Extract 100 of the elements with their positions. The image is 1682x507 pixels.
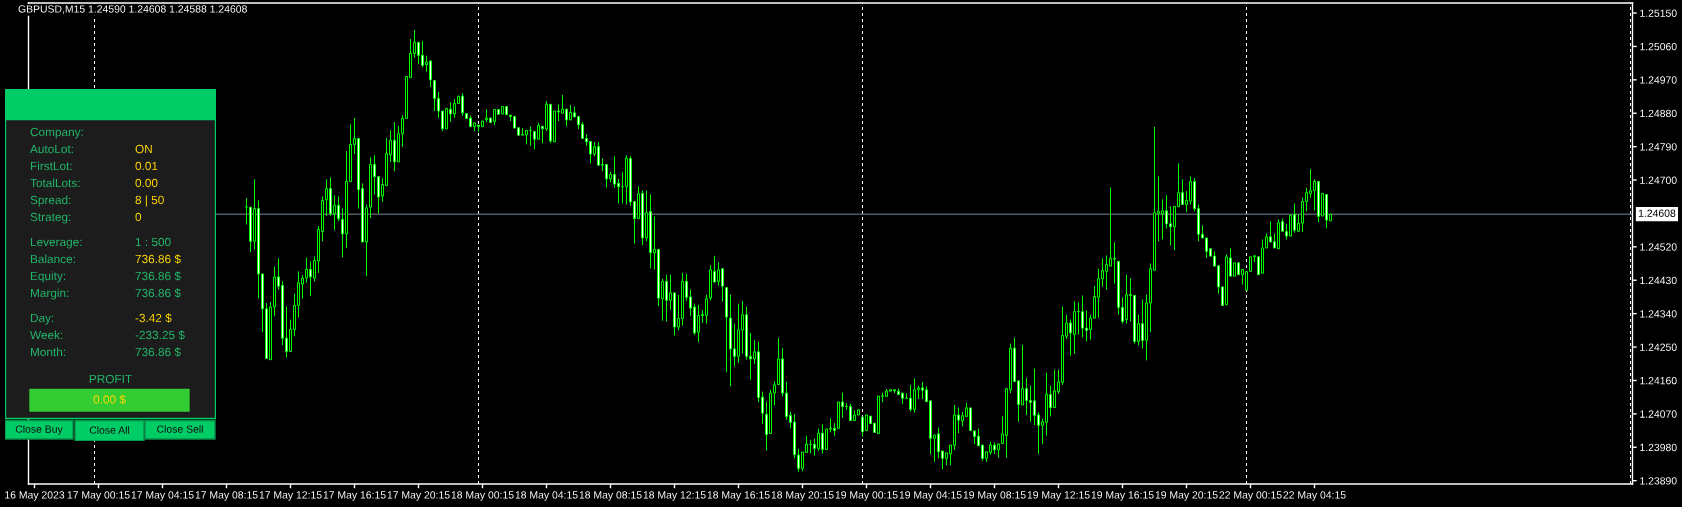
candlestick — [245, 197, 248, 226]
y-tick-label: 1.23980 — [1640, 443, 1677, 452]
y-tick-label: 1.24700 — [1640, 176, 1677, 184]
annotation: -3.42 $ — [135, 313, 172, 323]
y-tick-label: 1.24070 — [1640, 410, 1677, 418]
candlestick — [745, 306, 748, 361]
candlestick — [1045, 372, 1048, 437]
candlestick — [625, 154, 628, 206]
annotation: Company: — [30, 127, 83, 139]
candlestick — [501, 106, 504, 115]
annotation: 736.86 $ — [135, 347, 181, 357]
candlestick — [825, 428, 828, 450]
y-tick-label: 1.24880 — [1640, 109, 1677, 118]
candlestick — [737, 303, 740, 364]
annotation: TotalLots: — [30, 178, 80, 188]
candlestick — [1169, 205, 1172, 246]
annotation: 1 : 500 — [135, 237, 171, 247]
candlestick — [725, 287, 728, 373]
x-tick-label: 17 May 04:15 — [131, 491, 194, 501]
annotation: FirstLot: — [30, 161, 72, 171]
candlestick — [909, 384, 912, 413]
candlestick — [613, 155, 616, 189]
annotation: 8 | 50 — [135, 195, 164, 207]
candlestick — [1029, 385, 1032, 423]
annotation: Month: — [30, 347, 66, 357]
candlestick — [1077, 302, 1080, 335]
candlestick — [617, 178, 620, 204]
x-tick-label: 17 May 00:15 — [67, 491, 130, 501]
annotation: 0 — [135, 212, 142, 222]
candlestick — [421, 40, 424, 69]
y-tick-label: 1.24250 — [1640, 343, 1677, 351]
annotation: Margin: — [30, 288, 69, 300]
annotation: Day: — [30, 313, 54, 325]
candlestick — [445, 107, 448, 130]
annotation: 736.86 $ — [135, 288, 181, 298]
annotation: Close All — [89, 426, 130, 434]
candlestick — [1309, 168, 1312, 198]
x-tick-label: 19 May 08:15 — [963, 491, 1026, 501]
candlestick — [309, 260, 312, 297]
annotation: ON — [135, 144, 152, 154]
candlestick — [1237, 262, 1240, 276]
candlestick — [505, 106, 508, 116]
y-tick-label: 1.24430 — [1640, 276, 1677, 285]
candlestick — [521, 127, 524, 136]
annotation: 0.01 — [135, 161, 158, 171]
x-tick-label: 18 May 08:15 — [579, 491, 642, 501]
annotation: 0.00 — [135, 178, 158, 188]
candlestick — [1025, 377, 1028, 416]
candlestick — [681, 272, 684, 327]
candlestick — [1293, 202, 1296, 234]
x-tick-label: 16 May 2023 — [5, 491, 65, 501]
candlestick — [885, 388, 888, 397]
y-tick-label: 1.23890 — [1640, 477, 1677, 485]
candlestick — [1053, 369, 1056, 409]
x-tick-label: 19 May 00:15 — [835, 491, 898, 501]
candlestick — [1165, 194, 1168, 230]
annotation: Spread: — [30, 195, 71, 207]
candlestick — [1161, 198, 1164, 240]
x-tick-label: 18 May 04:15 — [515, 491, 578, 501]
annotation: 736.86 $ — [135, 254, 181, 264]
candlestick — [325, 178, 328, 217]
candlestick — [1141, 299, 1144, 350]
x-tick-label: 17 May 20:15 — [387, 491, 450, 501]
candlestick — [1133, 294, 1136, 345]
candlestick — [953, 404, 956, 451]
candlestick — [1277, 218, 1280, 250]
y-tick-label: 1.24340 — [1640, 310, 1677, 318]
annotation: Close Sell — [157, 425, 203, 433]
candlestick — [481, 120, 484, 128]
candlestick — [525, 129, 528, 145]
y-tick-label: 1.24790 — [1640, 143, 1677, 151]
annotation: Balance: — [30, 254, 75, 264]
candlestick — [837, 401, 840, 429]
candlestick — [393, 121, 396, 172]
x-tick-label: 19 May 20:15 — [1155, 491, 1218, 501]
candlestick — [821, 423, 824, 455]
chart-title: GBPUSD,M15 1.24590 1.24608 1.24588 1.24608 — [18, 5, 247, 14]
candlestick — [665, 274, 668, 322]
candlestick — [329, 176, 332, 217]
y-tick-label: 1.24160 — [1640, 376, 1677, 385]
x-tick-label: 19 May 16:15 — [1091, 491, 1154, 501]
candlestick — [569, 104, 572, 121]
annotation: 736.86 $ — [135, 271, 181, 281]
candlestick — [337, 195, 340, 222]
candlestick — [913, 378, 916, 414]
x-tick-label: 18 May 16:15 — [707, 491, 770, 501]
annotation: Equity: — [30, 271, 66, 283]
annotation: Week: — [30, 330, 63, 340]
candlestick — [597, 141, 600, 166]
candlestick — [877, 395, 880, 435]
candlestick — [1073, 300, 1076, 355]
annotation: -233.25 $ — [135, 330, 185, 340]
x-tick-label: 17 May 08:15 — [195, 491, 258, 501]
candlestick — [1081, 294, 1084, 338]
candlestick — [865, 414, 868, 432]
candlestick — [1289, 214, 1292, 237]
candlestick — [1085, 309, 1088, 342]
y-tick-label: 1.24970 — [1640, 76, 1677, 84]
x-tick-label: 22 May 00:15 — [1219, 491, 1282, 501]
x-tick-label: 19 May 12:15 — [1027, 491, 1090, 501]
